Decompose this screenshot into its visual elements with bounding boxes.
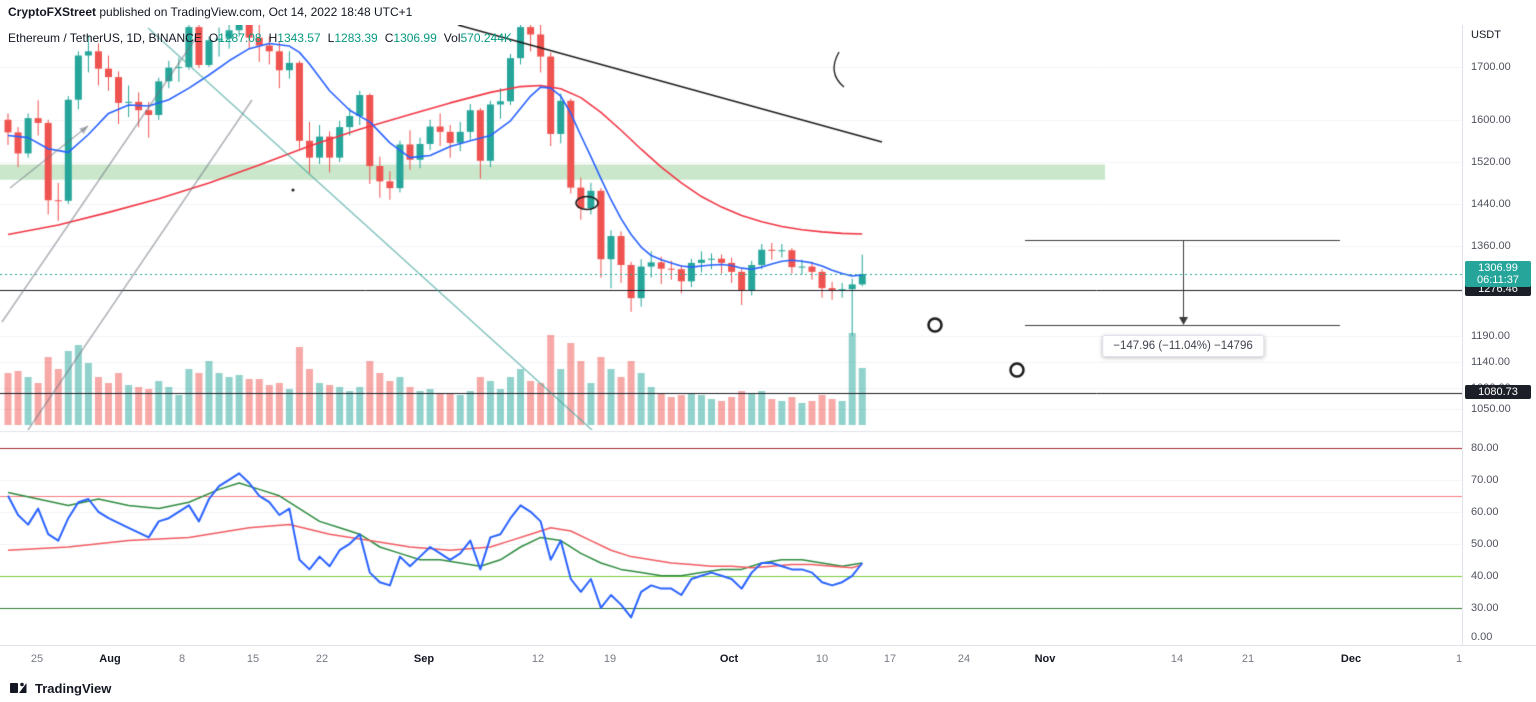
price-tick-label: 1140.00 xyxy=(1471,355,1510,368)
price-tick-label: 1440.00 xyxy=(1471,197,1511,210)
price-tick-label: 1050.00 xyxy=(1471,403,1511,416)
current-price-countdown: 06:11:37 xyxy=(1476,273,1519,286)
price-tick-label: 1190.00 xyxy=(1471,329,1510,342)
time-tick-label: 24 xyxy=(957,653,971,665)
legend-ohlc-label: O xyxy=(208,31,219,45)
legend-ohlc: O1287.08 H1343.57 L1283.39 C1306.99 Vol570.2… xyxy=(202,31,512,45)
price-axis-unit: USDT xyxy=(1471,29,1501,41)
current-price-value: 1306.99 xyxy=(1478,261,1518,274)
time-tick-label: 17 xyxy=(883,653,897,665)
price-axis[interactable]: USDT 1700.00 1600.00 1520.00 1440.00 1360.00… xyxy=(1462,25,1536,645)
time-tick-label: 14 xyxy=(1170,653,1184,665)
legend-ohlc-label: C xyxy=(384,31,394,45)
indicator-tick-label: 80.00 xyxy=(1471,441,1499,454)
price-tick-label: 1360.00 xyxy=(1471,240,1511,253)
time-tick-label: 21 xyxy=(1241,653,1255,665)
tradingview-brand-link[interactable]: TradingView xyxy=(35,680,112,696)
time-tick-label: 10 xyxy=(815,653,829,665)
attribution-bar: CryptoFXStreet published on TradingView.… xyxy=(0,0,1536,25)
legend-ohlc-value: 1287.08 xyxy=(218,31,262,45)
legend-ohlc-label: Vol xyxy=(443,31,461,45)
measure-tool-label: −147.96 (−11.04%) −14796 xyxy=(1102,335,1264,357)
time-tick-label: Dec xyxy=(1340,653,1362,665)
indicator-zero-label: 0.00 xyxy=(1471,631,1493,643)
chart-legend: Ethereum / TetherUS, 1D, BINANCE O1287.08… xyxy=(8,31,512,45)
footer-bar: TradingView xyxy=(0,674,1536,702)
time-tick-label: 1 xyxy=(1455,653,1463,665)
chart-area: Ethereum / TetherUS, 1D, BINANCE O1287.08… xyxy=(0,25,1536,674)
indicator-tick-label: 70.00 xyxy=(1471,473,1499,486)
tradingview-logo-icon xyxy=(10,682,27,693)
indicator-tick-label: 60.00 xyxy=(1471,505,1499,518)
time-tick-label: Nov xyxy=(1034,653,1056,665)
time-tick-label: 22 xyxy=(315,653,329,665)
price-tick-label: 1520.00 xyxy=(1471,155,1511,168)
price-tick-label: 1600.00 xyxy=(1471,113,1511,126)
level-price-badge: 1080.73 xyxy=(1465,385,1531,400)
legend-ohlc-value: 1306.99 xyxy=(393,31,437,45)
time-tick-label: 12 xyxy=(531,653,545,665)
time-tick-label: Aug xyxy=(99,653,121,665)
time-tick-label: 25 xyxy=(30,653,44,665)
time-tick-label: Sep xyxy=(413,653,435,665)
time-tick-label: 19 xyxy=(603,653,617,665)
indicator-tick-label: 50.00 xyxy=(1471,537,1499,550)
legend-ohlc-value: 570.244K xyxy=(460,31,512,45)
time-tick-label: 15 xyxy=(246,653,260,665)
legend-ohlc-label: L xyxy=(327,31,335,45)
attribution-author-link[interactable]: CryptoFXStreet xyxy=(8,5,97,19)
current-price-badge: 1306.99 06:11:37 xyxy=(1465,260,1531,287)
indicator-tick-label: 40.00 xyxy=(1471,569,1499,582)
symbol-title[interactable]: Ethereum / TetherUS, 1D, BINANCE xyxy=(8,31,202,45)
time-tick-label: Oct xyxy=(719,653,739,665)
attribution-text: published on TradingView.com, Oct 14, 20… xyxy=(96,5,413,19)
time-tick-label: 8 xyxy=(178,653,186,665)
legend-ohlc-value: 1343.57 xyxy=(277,31,321,45)
price-tick-label: 1700.00 xyxy=(1471,61,1511,74)
legend-ohlc-value: 1283.39 xyxy=(334,31,378,45)
indicator-tick-label: 30.00 xyxy=(1471,601,1499,614)
time-axis[interactable]: 25 Aug 8 15 22 Sep 12 19 Oct 10 17 24 Nov 14 21 Dec 1 xyxy=(0,645,1536,674)
legend-ohlc-label: H xyxy=(268,31,278,45)
